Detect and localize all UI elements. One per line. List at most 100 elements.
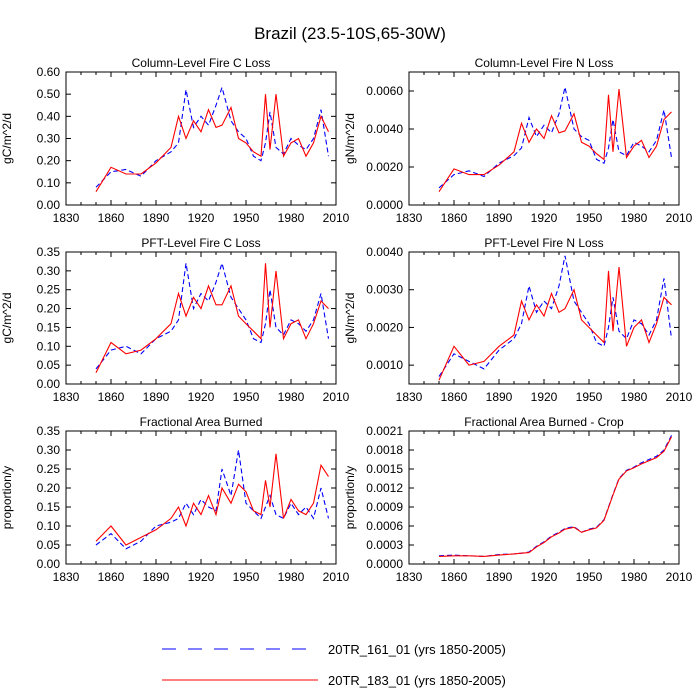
y-tick-label: 0.0006 — [366, 519, 403, 533]
panel-1: Column-Level Fire C Loss gC/m^2/d 1830 1860… — [0, 56, 350, 225]
y-axis-label: proportion/y — [0, 466, 14, 529]
x-tick-label: 2010 — [323, 570, 350, 584]
x-tick-label: 1920 — [188, 390, 215, 404]
x-tick-label: 2010 — [666, 390, 693, 404]
y-tick-label: 0.0009 — [366, 500, 403, 514]
panel-title: PFT-Level Fire N Loss — [484, 236, 603, 250]
x-tick-label: 1920 — [188, 211, 215, 225]
x-tick-label: 1830 — [396, 211, 423, 225]
y-tick-label: 0.20 — [37, 154, 61, 168]
y-tick-label: 0.30 — [37, 443, 61, 457]
panel-4: PFT-Level Fire N Loss gN/m^2/d 1830 1860 189… — [343, 236, 693, 404]
x-tick-label: 1980 — [278, 390, 305, 404]
x-tick-label: 1980 — [278, 211, 305, 225]
x-tick-label: 1920 — [188, 570, 215, 584]
y-tick-label: 0.25 — [37, 283, 61, 297]
x-tick-label: 1890 — [143, 390, 170, 404]
y-tick-label: 0.35 — [37, 424, 61, 438]
plot-frame — [65, 71, 337, 206]
y-tick-label: 0.0020 — [366, 160, 403, 174]
y-tick-label: 0.15 — [37, 500, 61, 514]
series-183-line — [95, 263, 329, 373]
y-tick-label: 0.0018 — [366, 443, 403, 457]
series-161-line — [438, 255, 673, 377]
y-tick-label: 0.50 — [37, 87, 61, 101]
y-tick-label: 0.20 — [37, 481, 61, 495]
x-tick-label: 1920 — [531, 390, 558, 404]
x-tick-label: 2010 — [323, 211, 350, 225]
x-tick-label: 1890 — [143, 211, 170, 225]
y-tick-label: 0.0003 — [366, 538, 403, 552]
y-tick-label: 0.10 — [37, 176, 61, 190]
plot-frame — [65, 430, 337, 565]
y-axis-label: gC/m^2/d — [0, 293, 14, 344]
x-tick-label: 1950 — [576, 390, 603, 404]
y-tick-label: 0.05 — [37, 358, 61, 372]
x-tick-label: 1950 — [576, 211, 603, 225]
series-161-line — [438, 435, 672, 557]
y-tick-label: 0.0000 — [366, 198, 403, 212]
y-tick-label: 0.40 — [37, 109, 61, 123]
panels: Column-Level Fire C Loss gC/m^2/d 1830 1860… — [0, 56, 693, 584]
panel-5: Fractional Area Burned proportion/y 1830 18… — [0, 415, 350, 584]
y-tick-label: 0.10 — [37, 339, 61, 353]
plot-frame — [408, 251, 680, 385]
y-tick-label: 0.00 — [37, 198, 61, 212]
legend-item: 20TR_161_01 (yrs 1850-2005) — [162, 642, 506, 657]
y-tick-label: 0.10 — [37, 519, 61, 533]
x-tick-label: 1860 — [98, 211, 125, 225]
y-tick-label: 0.35 — [37, 245, 61, 259]
plot-frame — [408, 430, 680, 565]
x-tick-label: 1830 — [53, 211, 80, 225]
x-tick-label: 1860 — [441, 570, 468, 584]
panel-2: Column-Level Fire N Loss gN/m^2/d 1830 1860… — [343, 56, 693, 225]
panel-title: Fractional Area Burned - Crop — [464, 415, 624, 429]
series-161-line — [95, 449, 330, 550]
y-tick-label: 0.0040 — [366, 245, 403, 259]
x-tick-label: 1830 — [396, 570, 423, 584]
x-tick-label: 1890 — [486, 211, 513, 225]
series-161-line — [438, 87, 673, 189]
figure-title: Brazil (23.5-10S,65-30W) — [254, 24, 446, 43]
x-tick-label: 1830 — [53, 570, 80, 584]
y-tick-label: 0.0060 — [366, 84, 403, 98]
x-tick-label: 1920 — [531, 570, 558, 584]
y-tick-label: 0.05 — [37, 538, 61, 552]
y-tick-label: 0.30 — [37, 264, 61, 278]
series-183-line — [438, 89, 672, 193]
y-tick-label: 0.25 — [37, 462, 61, 476]
x-tick-label: 1980 — [621, 390, 648, 404]
x-tick-label: 2010 — [666, 211, 693, 225]
x-tick-label: 1950 — [233, 570, 260, 584]
y-tick-label: 0.0030 — [366, 283, 403, 297]
y-tick-label: 0.0012 — [366, 481, 403, 495]
series-183-line — [438, 267, 672, 381]
y-tick-label: 0.0020 — [366, 320, 403, 334]
legend: 20TR_161_01 (yrs 1850-2005) 20TR_183_01 (… — [162, 642, 506, 688]
y-tick-label: 0.60 — [37, 65, 61, 79]
series-183-line — [438, 436, 672, 557]
x-tick-label: 1860 — [441, 211, 468, 225]
y-tick-label: 0.00 — [37, 377, 61, 391]
panel-3: PFT-Level Fire C Loss gC/m^2/d 1830 1860 189… — [0, 236, 350, 404]
x-tick-label: 1860 — [98, 570, 125, 584]
x-tick-label: 1980 — [621, 211, 648, 225]
panel-6: Fractional Area Burned - Crop proportion/… — [343, 415, 693, 584]
y-axis-label: gN/m^2/d — [343, 293, 357, 344]
legend-label: 20TR_161_01 (yrs 1850-2005) — [328, 642, 506, 657]
y-axis-label: gC/m^2/d — [0, 113, 14, 164]
x-tick-label: 1920 — [531, 211, 558, 225]
x-tick-label: 1890 — [486, 570, 513, 584]
series-161-line — [95, 85, 330, 188]
legend-label: 20TR_183_01 (yrs 1850-2005) — [328, 673, 506, 688]
x-tick-label: 1890 — [486, 390, 513, 404]
y-tick-label: 0.0000 — [366, 557, 403, 571]
y-tick-label: 0.00 — [37, 557, 61, 571]
x-tick-label: 1950 — [576, 570, 603, 584]
panel-title: Column-Level Fire N Loss — [475, 56, 614, 70]
series-183-line — [95, 94, 329, 192]
x-tick-label: 2010 — [323, 390, 350, 404]
x-tick-label: 1830 — [53, 390, 80, 404]
